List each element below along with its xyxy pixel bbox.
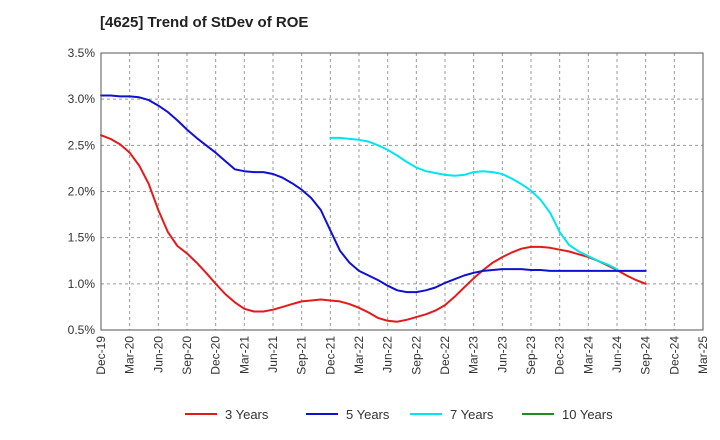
x-tick-label: Jun-23 [495,336,509,373]
y-tick-label: 3.0% [68,92,96,106]
legend-label-5-years: 5 Years [346,407,390,422]
grid-layer [100,52,704,331]
x-tick-label: Mar-23 [467,336,481,374]
series-line-5-years [100,94,647,294]
legend-label-10-years: 10 Years [562,407,613,422]
legend-label-3-years: 3 Years [225,407,269,422]
y-tick-label: 1.5% [68,231,96,245]
y-tick-label: 3.5% [68,46,96,60]
x-tick-label: Sep-22 [409,336,423,375]
y-tick-label: 1.0% [68,277,96,291]
x-tick-label: Mar-22 [352,336,366,374]
x-tick-label: Mar-20 [123,336,137,374]
x-tick-label: Sep-24 [639,336,653,375]
x-tick-label: Jun-20 [151,336,165,373]
y-tick-label: 2.0% [68,185,96,199]
x-tick-label: Sep-20 [180,336,194,375]
legend: 3 Years 5 Years 7 Years 10 Years [185,407,613,422]
x-tick-label: Dec-23 [553,336,567,375]
x-tick-label: Dec-19 [94,336,108,375]
x-tick-label: Jun-24 [610,336,624,373]
x-tick-label: Sep-23 [524,336,538,375]
chart-title: [4625] Trend of StDev of ROE [100,14,309,31]
plot-frame [100,52,704,331]
x-tick-label: Dec-20 [209,336,223,375]
x-tick-label: Jun-22 [381,336,395,373]
x-tick-label: Dec-21 [323,336,337,375]
x-tick-label: Dec-22 [438,336,452,375]
y-tick-label: 0.5% [68,323,96,337]
x-tick-label: Sep-21 [295,336,309,375]
x-tick-label: Mar-25 [696,336,710,374]
series-line-7-years [329,136,618,271]
x-tick-label: Jun-21 [266,336,280,373]
x-tick-label: Dec-24 [667,336,681,375]
series-line-3-years [100,134,647,323]
y-tick-label: 2.5% [68,138,96,152]
legend-label-7-years: 7 Years [450,407,494,422]
series-layer [100,94,647,323]
x-tick-label: Mar-21 [237,336,251,374]
x-tick-label: Mar-24 [581,336,595,374]
axis-layer: 0.5% 1.0% 1.5% 2.0% 2.5% 3.0% 3.5% Dec-19 Mar-20… [68,46,710,375]
